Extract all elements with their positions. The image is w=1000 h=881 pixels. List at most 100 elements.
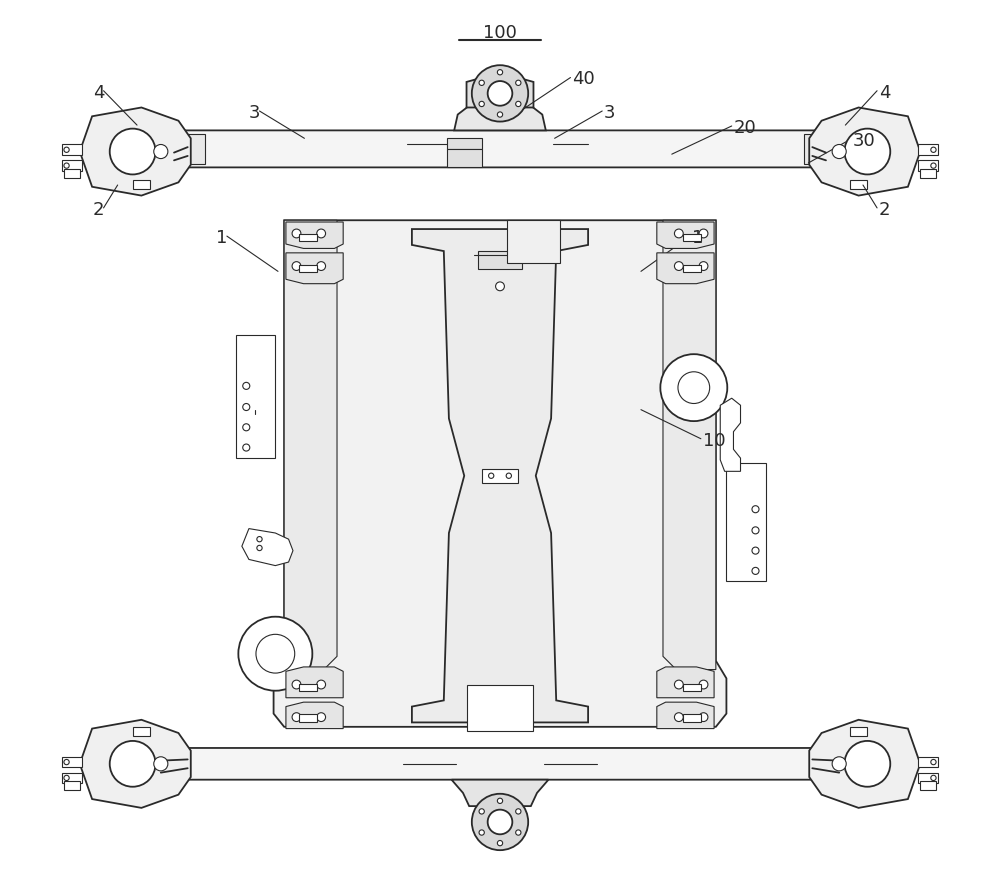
Circle shape	[699, 680, 708, 689]
Polygon shape	[242, 529, 293, 566]
Bar	[467, 685, 533, 731]
Text: 4: 4	[879, 84, 890, 101]
Bar	[62, 757, 82, 767]
Circle shape	[497, 70, 503, 75]
Bar	[62, 144, 82, 155]
Circle shape	[674, 262, 683, 270]
Circle shape	[752, 547, 759, 554]
Circle shape	[64, 759, 69, 765]
Polygon shape	[80, 720, 191, 808]
Text: 100: 100	[483, 24, 517, 41]
Polygon shape	[657, 222, 714, 248]
Circle shape	[674, 713, 683, 722]
Polygon shape	[657, 702, 714, 729]
Circle shape	[292, 713, 301, 722]
Circle shape	[256, 634, 295, 673]
Circle shape	[931, 775, 936, 781]
Bar	[482, 469, 518, 483]
Bar	[918, 773, 938, 783]
Circle shape	[154, 144, 168, 159]
Bar	[447, 149, 482, 167]
Text: 20: 20	[733, 119, 756, 137]
Circle shape	[64, 163, 69, 168]
Circle shape	[516, 101, 521, 107]
Bar	[850, 180, 867, 189]
Bar	[64, 169, 80, 178]
Circle shape	[317, 262, 326, 270]
Circle shape	[243, 444, 250, 451]
Bar	[683, 265, 701, 272]
Circle shape	[699, 262, 708, 270]
Text: 30: 30	[852, 132, 875, 150]
Circle shape	[479, 830, 484, 835]
Polygon shape	[286, 667, 343, 698]
Circle shape	[752, 527, 759, 534]
Circle shape	[110, 741, 156, 787]
Circle shape	[752, 567, 759, 574]
Circle shape	[257, 537, 262, 542]
Text: 40: 40	[572, 70, 595, 88]
Bar	[64, 781, 80, 790]
Polygon shape	[286, 253, 343, 284]
Circle shape	[488, 810, 512, 834]
Circle shape	[64, 775, 69, 781]
Circle shape	[931, 147, 936, 152]
Polygon shape	[286, 222, 343, 248]
Bar	[726, 463, 766, 581]
Bar	[133, 180, 150, 189]
Circle shape	[678, 372, 710, 403]
Circle shape	[317, 713, 326, 722]
Text: 3: 3	[249, 104, 260, 122]
Bar	[299, 714, 317, 722]
Polygon shape	[809, 720, 920, 808]
Bar	[918, 160, 938, 171]
Circle shape	[497, 840, 503, 846]
Bar	[299, 265, 317, 272]
Polygon shape	[809, 107, 920, 196]
Circle shape	[931, 163, 936, 168]
Circle shape	[832, 757, 846, 771]
Circle shape	[292, 680, 301, 689]
Circle shape	[489, 473, 494, 478]
Text: 3: 3	[604, 104, 615, 122]
Bar	[920, 169, 936, 178]
Bar	[918, 144, 938, 155]
Circle shape	[844, 129, 890, 174]
Circle shape	[674, 229, 683, 238]
Circle shape	[479, 809, 484, 814]
Bar	[683, 714, 701, 722]
Circle shape	[931, 759, 936, 765]
Circle shape	[497, 798, 503, 803]
Bar	[62, 773, 82, 783]
Bar	[165, 751, 190, 776]
Bar	[236, 335, 275, 458]
Bar	[299, 684, 317, 691]
Circle shape	[243, 424, 250, 431]
Bar	[683, 234, 701, 241]
Circle shape	[516, 80, 521, 85]
Circle shape	[243, 403, 250, 411]
Circle shape	[674, 680, 683, 689]
Circle shape	[243, 382, 250, 389]
Polygon shape	[174, 130, 826, 167]
Bar	[810, 751, 835, 776]
Circle shape	[110, 129, 156, 174]
Circle shape	[497, 112, 503, 117]
Bar	[507, 220, 560, 263]
Polygon shape	[657, 253, 714, 284]
Bar	[683, 684, 701, 691]
Text: 1: 1	[216, 229, 228, 247]
Circle shape	[496, 282, 504, 291]
Circle shape	[660, 354, 727, 421]
Circle shape	[479, 80, 484, 85]
Bar	[62, 160, 82, 171]
Circle shape	[516, 809, 521, 814]
Bar	[478, 689, 522, 707]
Text: 10: 10	[703, 432, 725, 449]
Circle shape	[317, 229, 326, 238]
Bar	[478, 251, 522, 269]
Circle shape	[238, 617, 312, 691]
Circle shape	[752, 506, 759, 513]
Polygon shape	[467, 78, 533, 107]
Polygon shape	[284, 220, 337, 670]
